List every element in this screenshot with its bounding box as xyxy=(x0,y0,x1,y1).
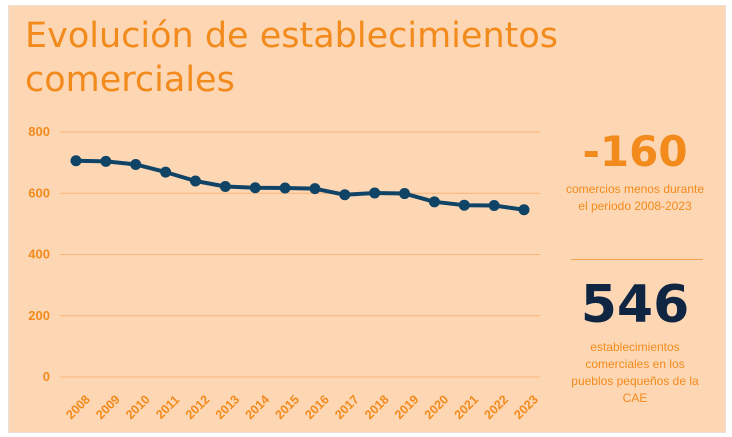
data-point xyxy=(488,200,500,211)
y-tick-label: 400 xyxy=(28,247,50,262)
data-point xyxy=(249,182,261,194)
decrease-caption: comercios menos durante el periodo 2008-… xyxy=(565,182,705,213)
infographic-panel xyxy=(8,5,726,433)
y-tick-label: 600 xyxy=(28,185,50,200)
x-tick-label: 2020 xyxy=(422,392,452,422)
x-axis-ticks: 2008 2009 2010 2011 2012 2013 2014 2015 2016 2017… xyxy=(63,392,541,422)
total-caption: establecimientos comerciales en los pueb… xyxy=(571,340,699,405)
decrease-value: -160 xyxy=(582,127,688,176)
x-tick-label: 2018 xyxy=(362,392,392,422)
x-tick-label: 2011 xyxy=(153,393,182,422)
stats-divider xyxy=(571,259,703,260)
data-point xyxy=(428,196,440,208)
total-value: 546 xyxy=(580,275,690,335)
chart-title: Evolución de establecimientos comerciale… xyxy=(25,16,558,100)
x-tick-label: 2015 xyxy=(272,392,302,422)
x-tick-label: 2009 xyxy=(93,392,123,422)
y-axis-ticks: 0 200 400 600 800 xyxy=(28,124,50,384)
data-point xyxy=(160,166,172,178)
y-tick-label: 800 xyxy=(28,124,50,139)
data-point xyxy=(339,189,351,201)
data-point xyxy=(369,187,381,199)
data-point xyxy=(279,182,291,194)
data-point xyxy=(100,155,112,167)
data-point xyxy=(189,175,201,187)
data-point xyxy=(70,155,82,167)
series-line xyxy=(74,158,526,212)
data-point xyxy=(130,158,142,170)
x-tick-label: 2016 xyxy=(302,392,332,422)
x-tick-label: 2021 xyxy=(452,392,482,422)
x-tick-label: 2008 xyxy=(63,392,93,422)
x-tick-label: 2023 xyxy=(511,392,541,422)
x-tick-label: 2019 xyxy=(392,392,422,422)
data-point xyxy=(518,204,530,216)
data-point xyxy=(219,181,231,193)
data-point xyxy=(458,199,470,211)
data-point xyxy=(309,183,321,195)
x-tick-label: 2017 xyxy=(332,392,362,422)
data-points xyxy=(70,155,530,216)
y-tick-label: 0 xyxy=(43,369,50,384)
data-point xyxy=(399,188,411,200)
x-tick-label: 2013 xyxy=(213,392,243,422)
y-tick-label: 200 xyxy=(28,308,50,323)
series-polyline xyxy=(74,158,526,212)
x-tick-label: 2022 xyxy=(482,392,512,422)
gridlines xyxy=(60,131,540,378)
x-tick-label: 2014 xyxy=(243,392,273,422)
x-tick-label: 2012 xyxy=(183,392,213,422)
x-tick-label: 2010 xyxy=(123,392,153,422)
